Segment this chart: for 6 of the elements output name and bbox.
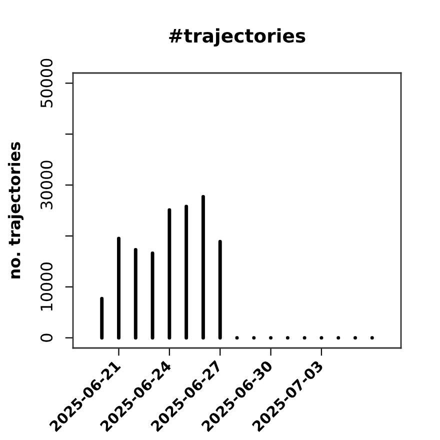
y-tick-label: 50000 <box>40 58 53 108</box>
y-axis-title: no. trajectories <box>8 142 24 278</box>
chart-title: #trajectories <box>169 28 306 46</box>
y-tick-label: 30000 <box>40 160 53 210</box>
y-tick-label: 0 <box>40 334 53 342</box>
y-tick-label: 10000 <box>40 262 53 311</box>
